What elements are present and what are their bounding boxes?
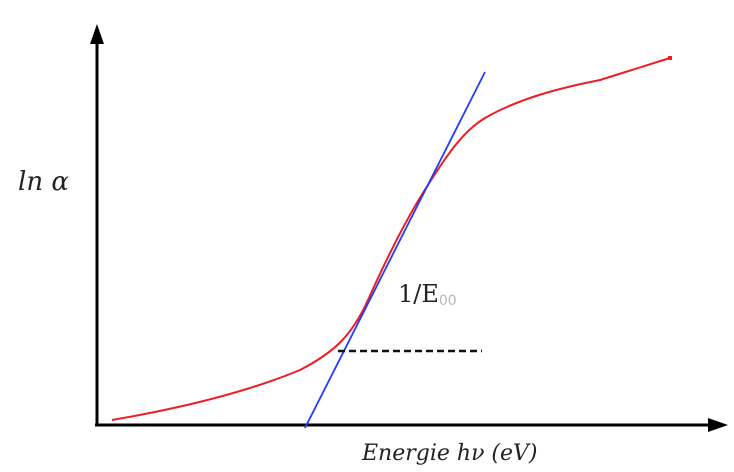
tangent-line — [304, 71, 486, 429]
absorption-curve — [111, 57, 671, 421]
slope-label: 1/E00 — [398, 280, 457, 309]
slope-label-subscript: 00 — [439, 293, 457, 309]
axes — [90, 24, 728, 432]
slope-label-main: 1/E — [398, 280, 439, 308]
x-axis-label: Energie hν (eV) — [361, 441, 538, 466]
curve-end-marker — [668, 56, 672, 60]
y-axis-label: ln α — [18, 167, 69, 197]
x-axis-arrowhead — [708, 418, 728, 432]
y-axis-arrowhead — [90, 24, 104, 44]
